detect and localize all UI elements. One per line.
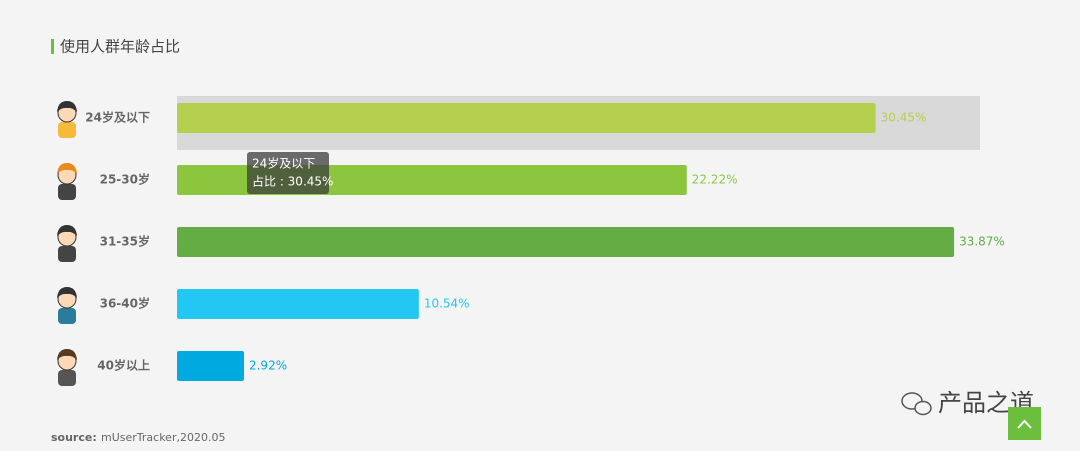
bar: [177, 227, 955, 257]
category-label: 31-35岁: [100, 234, 150, 249]
avatar-hair: [57, 163, 77, 174]
bar: [177, 103, 876, 133]
category-label: 24岁及以下: [85, 110, 150, 125]
tooltip-text: 占比 : 30.45%: [252, 174, 333, 189]
tooltip: 24岁及以下 占比 : 30.45%: [247, 152, 333, 194]
title-marker: [51, 39, 54, 54]
wechat-icon: [901, 392, 932, 416]
avatar: [57, 101, 77, 138]
avatar: [57, 349, 77, 386]
tooltip-box: [247, 152, 329, 194]
chart-title: 使用人群年龄占比: [60, 38, 180, 56]
avatar: [57, 287, 77, 324]
source: mUserTracker,2020.05: [101, 431, 225, 444]
source-label: source:: [51, 431, 97, 444]
avatar-hair: [57, 101, 77, 112]
avatar-hair: [57, 287, 77, 298]
scroll-top-button[interactable]: [1008, 407, 1041, 440]
avatar-hair: [57, 225, 77, 236]
avatar-body: [58, 184, 76, 200]
bar: [177, 351, 244, 381]
tooltip-title: 24岁及以下: [252, 156, 315, 171]
category-label: 36-40岁: [100, 296, 150, 311]
category-label: 40岁以上: [97, 358, 150, 373]
value-label: 22.22%: [692, 173, 738, 187]
value-label: 2.92%: [249, 359, 287, 373]
avatar-body: [58, 122, 76, 138]
avatar-hair: [57, 349, 77, 360]
avatar: [57, 225, 77, 262]
avatar: [57, 163, 77, 200]
value-label: 10.54%: [424, 297, 470, 311]
category-label: 25-30岁: [100, 172, 150, 187]
avatar-body: [58, 370, 76, 386]
avatar-body: [58, 308, 76, 324]
value-label: 30.45%: [881, 111, 927, 125]
value-label: 33.87%: [959, 235, 1005, 249]
bar: [177, 289, 419, 319]
avatar-body: [58, 246, 76, 262]
